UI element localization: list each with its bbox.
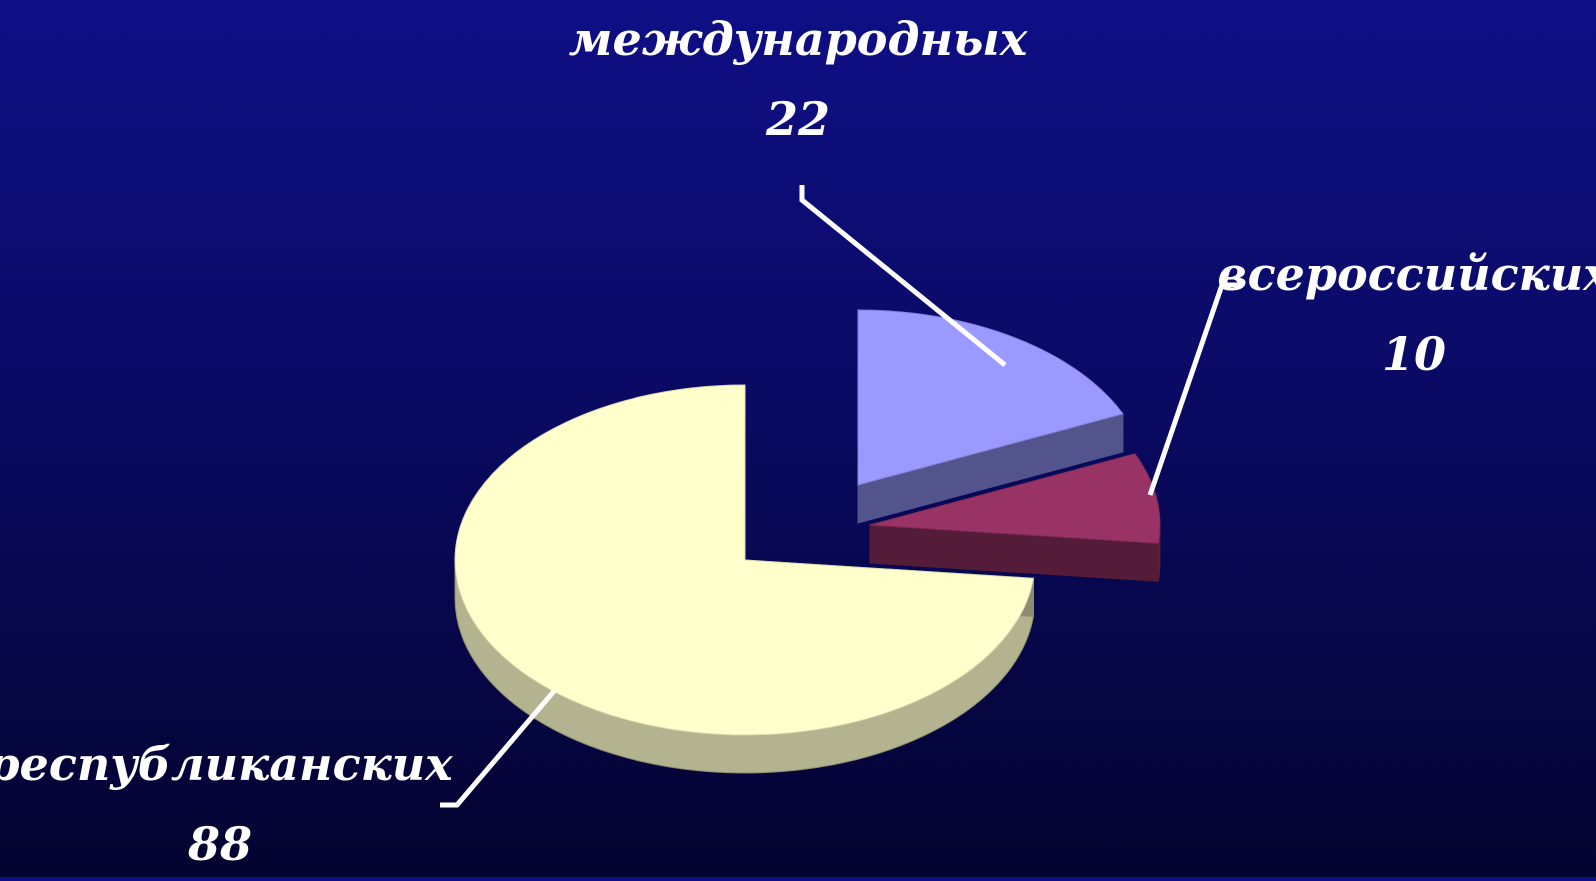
slices-layer bbox=[454, 309, 1161, 774]
leader-line-all-russian bbox=[1147, 282, 1237, 496]
data-labels-layer: международных 22 всероссийских 10 республика… bbox=[0, 12, 1596, 871]
data-label-value-international: 22 bbox=[765, 92, 830, 146]
data-label-category-all-russian: всероссийских bbox=[1217, 247, 1596, 301]
pie-slice-republican bbox=[454, 384, 1035, 774]
pie-slice-top bbox=[454, 384, 1035, 736]
pie-slice-top bbox=[869, 453, 1161, 544]
data-label-category-republican: республиканских bbox=[0, 737, 453, 791]
leader-lines-layer bbox=[440, 185, 1237, 808]
pie-slice-all-russian bbox=[869, 453, 1161, 582]
leader-line-international bbox=[799, 185, 1007, 367]
data-label-category-international: международных bbox=[569, 12, 1028, 66]
pie-slice-top bbox=[857, 309, 1124, 486]
data-label-value-republican: 88 bbox=[187, 817, 252, 871]
leader-line-republican bbox=[440, 688, 557, 808]
data-label-value-all-russian: 10 bbox=[1382, 327, 1446, 381]
pie-slice-international bbox=[857, 309, 1124, 524]
